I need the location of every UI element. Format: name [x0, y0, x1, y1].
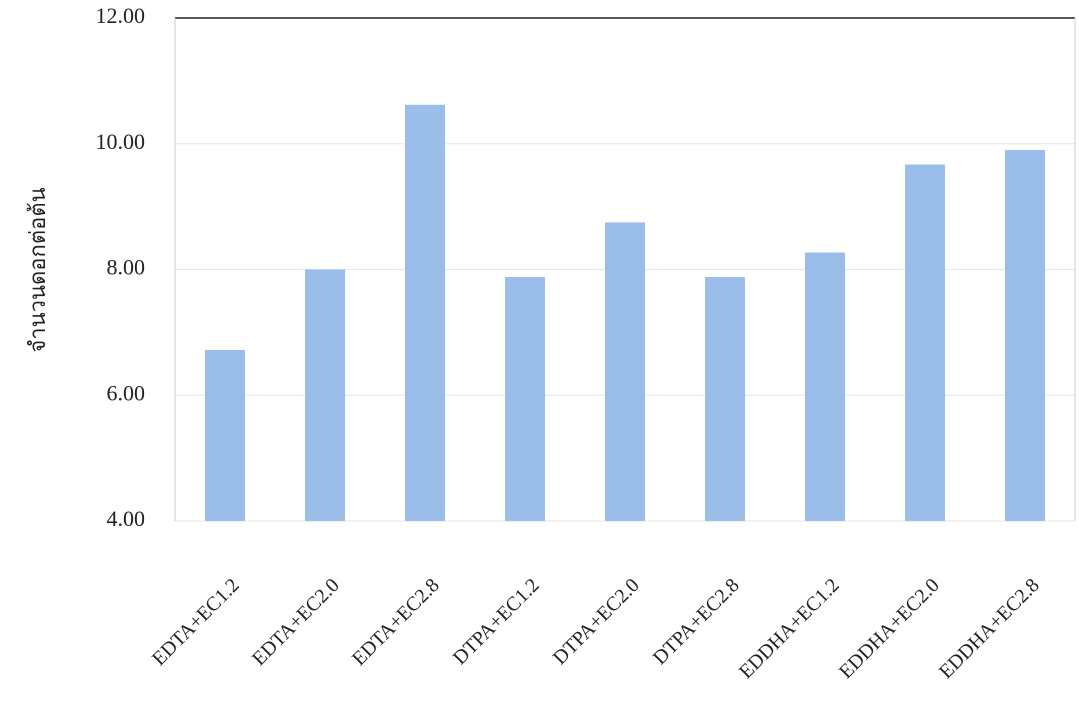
bar — [705, 277, 745, 521]
bar — [505, 277, 545, 521]
bar — [605, 222, 645, 521]
x-tick-label: EDTA+EC2.0 — [248, 574, 344, 670]
y-tick-label: 12.00 — [96, 3, 146, 28]
x-tick-label: DTPA+EC2.8 — [649, 574, 744, 669]
x-tick-label: DTPA+EC1.2 — [449, 574, 544, 669]
x-tick-label: EDTA+EC1.2 — [148, 574, 244, 670]
bar — [405, 104, 445, 521]
x-tick-label: EDDHA+EC1.2 — [735, 574, 844, 683]
bar — [805, 252, 845, 521]
bar — [1005, 150, 1045, 521]
x-tick-label: DTPA+EC2.0 — [549, 574, 644, 669]
x-tick-label: EDDHA+EC2.8 — [935, 574, 1044, 683]
bar — [905, 164, 945, 521]
x-tick-label: EDTA+EC2.8 — [348, 574, 444, 670]
y-tick-label: 4.00 — [107, 506, 146, 531]
y-tick-label: 8.00 — [107, 255, 146, 280]
x-tick-label: EDDHA+EC2.0 — [835, 574, 944, 683]
y-tick-label: 10.00 — [96, 129, 146, 154]
bar — [205, 349, 245, 521]
bar — [305, 269, 345, 521]
y-tick-label: 6.00 — [107, 380, 146, 405]
y-axis-label: จำนวนดอกต่อต้น — [25, 187, 50, 352]
